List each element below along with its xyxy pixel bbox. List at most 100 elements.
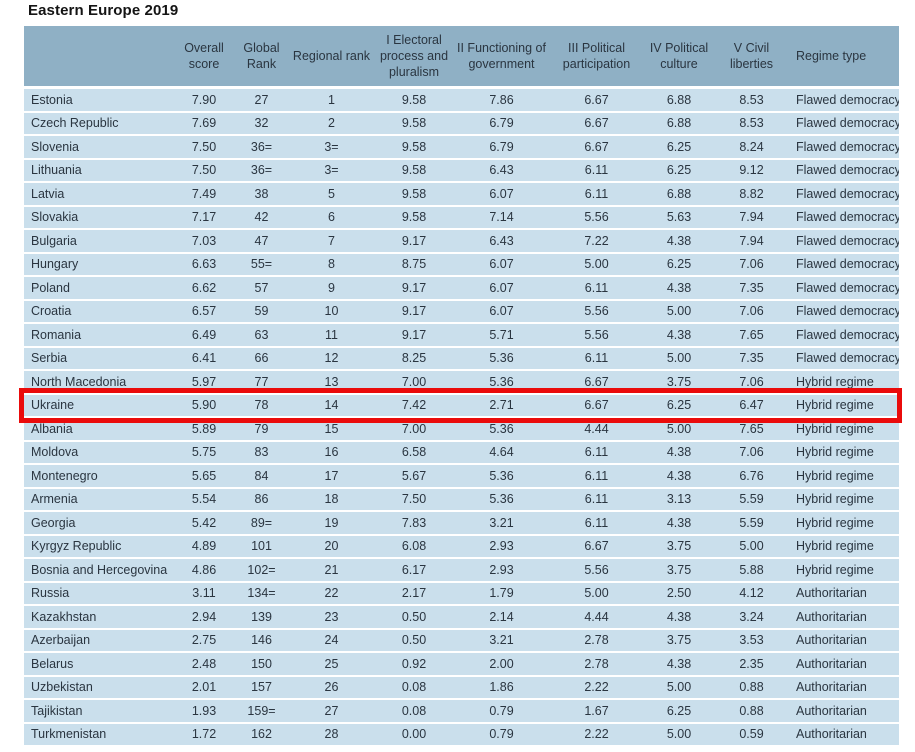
cell-value: 63 — [254, 327, 269, 342]
cell-value: 4.86 — [191, 562, 217, 577]
cell-value: 16 — [324, 445, 339, 460]
table-row: Armenia 5.54 86 18 7.50 5.36 6.11 3.13 5.59 Hybri… — [24, 488, 899, 510]
cell-value: 5.36 — [489, 421, 514, 436]
cell-value: 7.94 — [739, 210, 764, 225]
cell-value: 5.56 — [584, 327, 609, 342]
header-cell: II Functioning of government — [457, 41, 546, 71]
cell-value: Hybrid regime — [796, 374, 874, 389]
cell-value: 5.00 — [666, 351, 692, 366]
cell-value: 6.67 — [584, 139, 609, 154]
cell-value: 6.11 — [584, 492, 609, 507]
cell-value: Flawed democracy — [796, 139, 899, 154]
table-row: Georgia 5.42 89= 19 7.83 3.21 6.11 4.38 5.59 Hybr… — [24, 512, 899, 534]
cell-value: Hybrid regime — [796, 492, 874, 507]
cell-value: 5.36 — [489, 492, 514, 507]
cell-value: 6.47 — [739, 398, 764, 413]
cell-value: 7.50 — [191, 139, 217, 154]
cell-value: 157 — [251, 680, 272, 695]
cell-value: 0.88 — [739, 703, 764, 718]
cell-value: Flawed democracy — [796, 163, 899, 178]
cell-country: Georgia — [31, 515, 76, 530]
cell-value: 5.88 — [739, 562, 764, 577]
cell-value: 9.58 — [401, 186, 427, 201]
table-row: Kyrgyz Republic 4.89 101 20 6.08 2.93 6.67 3.75… — [24, 535, 899, 557]
cell-value: Flawed democracy — [796, 280, 899, 295]
cell-value: 1.86 — [489, 680, 514, 695]
cell-value: 25 — [324, 656, 339, 671]
cell-value: 6.62 — [191, 280, 217, 295]
cell-value: 7.50 — [191, 163, 217, 178]
table-row: Lithuania 7.50 36= 3= 9.58 6.43 6.11 6.25 9.12 Fl… — [24, 159, 899, 181]
cell-value: 8.25 — [401, 351, 427, 366]
header-cell: Regional rank — [292, 49, 371, 63]
cell-value: 17 — [324, 468, 339, 483]
cell-value: 84 — [254, 468, 269, 483]
cell-value: 1.67 — [584, 703, 609, 718]
cell-value: 101 — [251, 539, 272, 554]
cell-value: 32 — [254, 116, 269, 131]
header-cell: Regime type — [796, 49, 867, 63]
democracy-index-table: Overall score Global Rank Regional rank I E… — [19, 26, 902, 747]
cell-value: 6.67 — [584, 539, 609, 554]
cell-value: 2.93 — [489, 539, 514, 554]
cell-value: Hybrid regime — [796, 515, 874, 530]
cell-value: 6.11 — [584, 445, 609, 460]
cell-value: 4.38 — [666, 656, 692, 671]
cell-value: 2.50 — [666, 586, 692, 601]
cell-value: 77 — [254, 374, 269, 389]
cell-value: 2.22 — [584, 727, 609, 742]
cell-value: 5.67 — [401, 468, 427, 483]
cell-value: 3.21 — [489, 515, 514, 530]
table-row: Uzbekistan 2.01 157 26 0.08 1.86 2.22 5.00 0.88 A… — [24, 676, 899, 698]
cell-value: 59 — [254, 304, 269, 319]
cell-value: Hybrid regime — [796, 539, 874, 554]
cell-value: 4.44 — [584, 609, 609, 624]
table-body: Estonia 7.90 27 1 9.58 7.86 6.67 6.88 8.53 Flawed… — [24, 89, 899, 745]
cell-value: 5.00 — [666, 304, 692, 319]
cell-value: Hybrid regime — [796, 421, 874, 436]
cell-value: 7.69 — [191, 116, 217, 131]
cell-country: Serbia — [31, 351, 68, 366]
cell-value: 5.42 — [191, 515, 217, 530]
cell-value: 18 — [324, 492, 339, 507]
cell-value: 6.49 — [191, 327, 217, 342]
cell-value: 6.25 — [666, 163, 692, 178]
cell-value: 2.78 — [584, 656, 609, 671]
cell-value: 7.42 — [401, 398, 427, 413]
cell-value: Authoritarian — [796, 586, 867, 601]
cell-value: 6.25 — [666, 257, 692, 272]
cell-value: 6.17 — [401, 562, 427, 577]
cell-value: 5.59 — [739, 492, 764, 507]
cell-value: 7.65 — [739, 327, 764, 342]
cell-value: 150 — [251, 656, 272, 671]
cell-value: 7.83 — [401, 515, 427, 530]
cell-value: 14 — [324, 398, 339, 413]
cell-value: 7 — [328, 233, 335, 248]
cell-value: 36= — [250, 163, 273, 178]
cell-value: 9.58 — [401, 116, 427, 131]
cell-value: 27 — [254, 92, 269, 107]
cell-country: Belarus — [31, 656, 74, 671]
cell-value: 6.25 — [666, 139, 692, 154]
cell-value: 0.92 — [401, 656, 427, 671]
cell-value: 2.35 — [739, 656, 764, 671]
cell-value: 5 — [328, 186, 335, 201]
cell-value: 0.79 — [489, 703, 514, 718]
table-row: Slovenia 7.50 36= 3= 9.58 6.79 6.67 6.25 8.24 Fla… — [24, 136, 899, 158]
cell-value: 1.72 — [191, 727, 217, 742]
table-row: North Macedonia 5.97 77 13 7.00 5.36 6.67 3.75 7… — [24, 371, 899, 393]
cell-value: 5.59 — [739, 515, 764, 530]
cell-value: 5.36 — [489, 351, 514, 366]
cell-country: Romania — [31, 327, 82, 342]
cell-value: 13 — [324, 374, 339, 389]
cell-country: Albania — [31, 421, 73, 436]
cell-value: 2.01 — [191, 680, 217, 695]
cell-value: 6.25 — [666, 398, 692, 413]
cell-country: Estonia — [31, 92, 73, 107]
cell-value: 2.71 — [489, 398, 514, 413]
table-row: Belarus 2.48 150 25 0.92 2.00 2.78 4.38 2.35 Auth… — [24, 653, 899, 675]
cell-value: 2.78 — [584, 633, 609, 648]
cell-value: 7.06 — [739, 374, 764, 389]
cell-value: 7.49 — [191, 186, 217, 201]
cell-value: Authoritarian — [796, 680, 867, 695]
